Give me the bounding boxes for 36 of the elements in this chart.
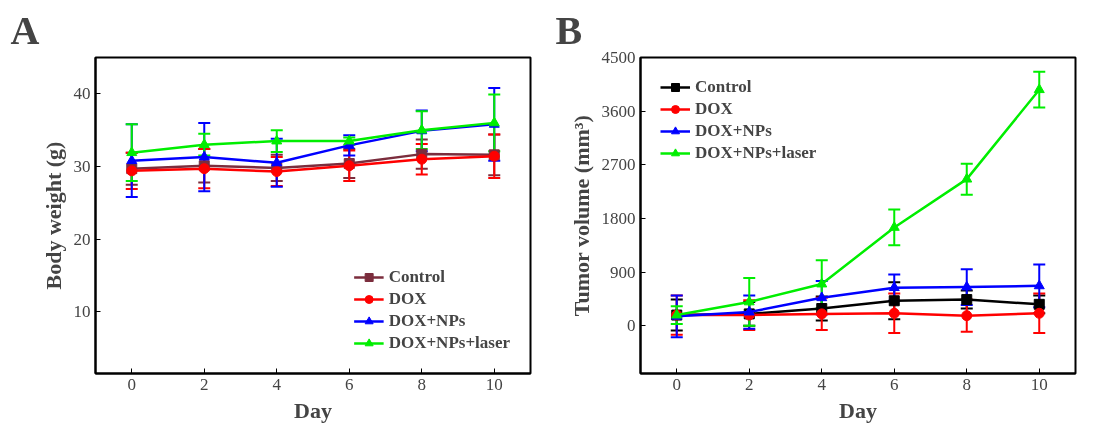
text: A	[10, 7, 40, 53]
legend-label: Control	[695, 77, 752, 97]
x-tick-label: 2	[200, 374, 209, 394]
y-tick-label: 20	[73, 229, 91, 249]
y-tick-label: 1800	[601, 208, 636, 228]
y-tick-label: 30	[73, 156, 91, 176]
legend-label: DOX+NPs	[695, 121, 772, 141]
x-tick-label: 6	[890, 374, 899, 394]
y-tick-label: 900	[610, 262, 636, 282]
legend-label: DOX	[695, 99, 733, 119]
y-axis-title: Tumor volume (mm³)	[568, 115, 594, 317]
x-tick-label: 10	[1030, 374, 1048, 394]
legend-label: DOX+NPs+laser	[695, 143, 817, 163]
x-axis-title: Day	[839, 397, 877, 423]
text: B	[555, 7, 583, 53]
x-tick-label: 4	[817, 374, 827, 394]
y-tick-label: 10	[73, 302, 91, 322]
legend-label: DOX+NPs	[388, 311, 466, 331]
y-axis-title: Body weight (g)	[40, 141, 66, 290]
legend-label: DOX+NPs+laser	[388, 333, 510, 353]
legend-label: DOX	[388, 289, 427, 309]
x-tick-label: 8	[417, 374, 426, 394]
x-tick-label: 0	[672, 374, 681, 394]
y-tick-label: 40	[73, 84, 91, 104]
x-tick-label: 6	[345, 374, 354, 394]
x-axis-title: Day	[294, 397, 332, 423]
x-tick-label: 2	[745, 374, 754, 394]
y-tick-label: 4500	[601, 48, 636, 67]
legend-label: Control	[388, 267, 445, 287]
x-tick-label: 0	[127, 374, 136, 394]
x-tick-label: 8	[962, 374, 971, 394]
x-tick-label: 4	[272, 374, 282, 394]
y-tick-label: 0	[627, 316, 636, 336]
x-tick-label: 10	[485, 374, 503, 394]
y-tick-label: 3600	[601, 101, 636, 121]
y-tick-label: 2700	[601, 155, 636, 175]
